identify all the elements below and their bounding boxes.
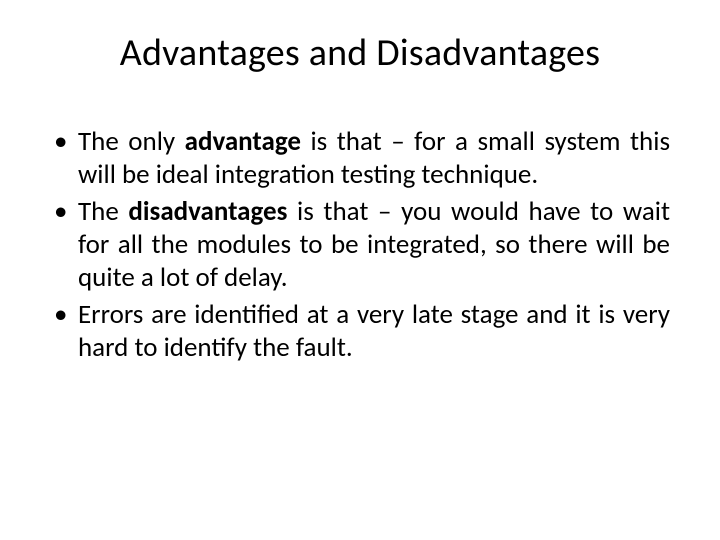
bullet-text-pre: The <box>78 195 128 228</box>
bullet-text-bold: advantage <box>185 125 301 158</box>
list-item: Errors are identified at a very late sta… <box>50 299 670 365</box>
list-item: The only advantage is that – for a small… <box>50 126 670 192</box>
bullet-text-bold: disadvantages <box>128 195 287 228</box>
slide-title: Advantages and Disadvantages <box>50 30 670 76</box>
bullet-text-post: Errors are identified at a very late sta… <box>78 298 670 364</box>
bullet-list: The only advantage is that – for a small… <box>50 126 670 365</box>
slide: Advantages and Disadvantages The only ad… <box>0 0 720 540</box>
bullet-text-pre: The only <box>78 125 185 158</box>
list-item: The disadvantages is that – you would ha… <box>50 196 670 295</box>
